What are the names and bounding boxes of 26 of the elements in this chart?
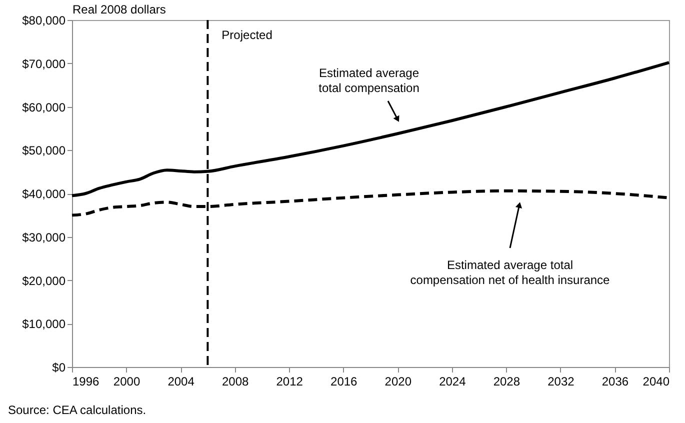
y-tick-label: $10,000 — [22, 317, 66, 332]
y-tick-label: $40,000 — [22, 187, 66, 201]
x-tick-label: 2008 — [222, 374, 249, 388]
ref-line-label: Projected — [222, 28, 272, 42]
y-tick-label: $20,000 — [22, 274, 66, 288]
x-tick-label: 2036 — [602, 374, 629, 388]
x-tick-label: 1996 — [72, 374, 100, 388]
x-tick-label: 2012 — [276, 374, 304, 388]
annotation: Estimated average total compensation net of health insurance — [410, 258, 610, 287]
annotation: Estimated average total compensation — [318, 66, 420, 95]
y-tick-label: $30,000 — [22, 230, 66, 244]
y-tick-label: $70,000 — [22, 56, 66, 71]
y-tick-label: $50,000 — [22, 144, 66, 158]
x-tick-label: 2024 — [439, 374, 466, 388]
y-tick-label: $80,000 — [22, 14, 66, 28]
y-axis-title: Real 2008 dollars — [72, 2, 166, 16]
y-tick-label: $60,000 — [22, 100, 66, 114]
x-tick-label: 2032 — [548, 374, 575, 388]
x-tick-label: 2040 — [642, 374, 670, 388]
source-note: Source: CEA calculations. — [8, 403, 146, 417]
x-tick-label: 2016 — [330, 374, 358, 388]
x-tick-label: 2004 — [168, 374, 195, 388]
x-tick-label: 2028 — [493, 374, 520, 388]
x-tick-label: 2020 — [384, 374, 412, 388]
x-tick-label: 2000 — [113, 374, 140, 388]
y-tick-label: $0 — [52, 360, 66, 374]
